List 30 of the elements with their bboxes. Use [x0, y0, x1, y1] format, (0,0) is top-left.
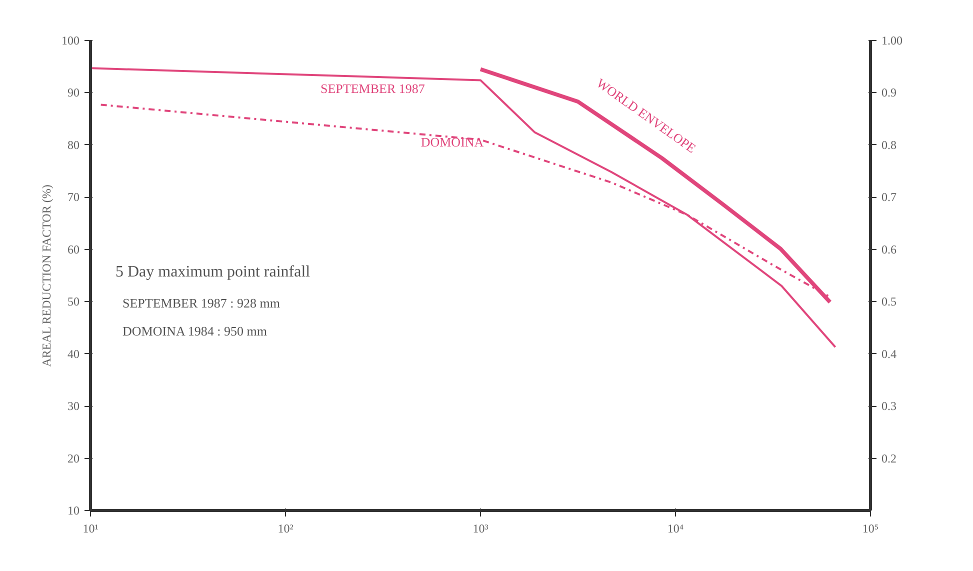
y2-tick-label: 0.4	[882, 346, 896, 361]
series-label: DOMOINA	[420, 134, 484, 150]
y-tick-label: 90	[68, 86, 80, 100]
x-tick-label: 10⁵	[862, 522, 879, 536]
y2-tick-label: 0.7	[882, 190, 896, 204]
annotation: DOMOINA 1984 : 950 mm	[122, 324, 267, 338]
x-tick-label: 10³	[472, 522, 489, 536]
y2-tick-label: 0.8	[882, 138, 896, 152]
y-tick-label: 80	[68, 138, 80, 152]
y-tick-label: 50	[68, 294, 80, 309]
y2-tick-label: 0.9	[882, 86, 896, 100]
x-tick-label: 10⁴	[667, 522, 684, 536]
y2-tick-label: 0.5	[882, 294, 896, 309]
x-tick-label: 10¹	[82, 522, 99, 536]
annotation: 5 Day maximum point rainfall	[116, 264, 311, 280]
y-tick-label: 70	[68, 190, 80, 204]
y-tick-label: 40	[68, 346, 80, 361]
y2-tick-label: 0.6	[882, 242, 896, 256]
y-tick-label: 30	[68, 399, 80, 414]
series-label: SEPTEMBER 1987	[320, 81, 426, 96]
annotation: SEPTEMBER 1987 : 928 mm	[122, 296, 280, 310]
y-tick-label: 10	[68, 504, 80, 518]
y2-tick-label: 0.2	[882, 451, 896, 466]
y2-tick-label: 1.00	[882, 34, 902, 48]
y-axis-title: AREAL REDUCTION FACTOR (%)	[40, 184, 54, 367]
y2-tick-label: 0.3	[882, 399, 896, 414]
x-tick-label: 10²	[278, 522, 294, 536]
y-tick-label: 100	[62, 34, 80, 48]
y-tick-label: 60	[68, 242, 80, 256]
y-tick-label: 20	[68, 451, 80, 466]
